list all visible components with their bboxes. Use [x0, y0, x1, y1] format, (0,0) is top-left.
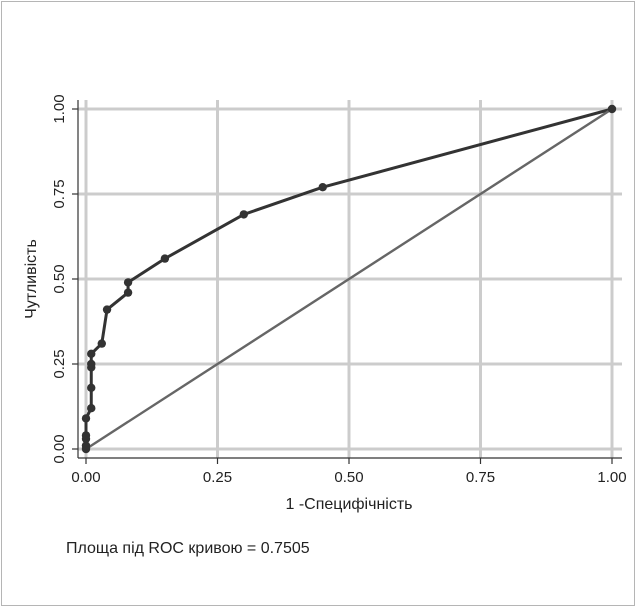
- y-tick-label: 0.75: [51, 179, 68, 208]
- x-axis-title: 1 -Специфічність: [286, 496, 413, 513]
- roc-data-point: [123, 278, 133, 287]
- roc-data-point: [160, 254, 170, 263]
- x-tick-label: 0.75: [466, 469, 495, 486]
- roc-data-point: [123, 288, 133, 297]
- x-tick-label: 1.00: [597, 469, 626, 486]
- grid-layer: [78, 100, 622, 458]
- roc-data-point: [87, 404, 96, 413]
- axis-layer: 0.000.00 0.25 0.25 0.50 0.50 0.75 0.75 1.00 1.00: [51, 94, 627, 486]
- roc-data-point: [607, 104, 617, 114]
- series-layer: [81, 104, 617, 454]
- y-axis-title: Чутливість: [23, 239, 40, 319]
- x-tick-label: 0.00: [71, 469, 100, 486]
- x-tick-label: 0.50: [334, 469, 363, 486]
- roc-data-point: [318, 183, 327, 192]
- roc-data-point: [81, 414, 91, 423]
- roc-data-point: [81, 431, 91, 440]
- roc-data-point: [239, 210, 248, 219]
- roc-data-point: [97, 339, 106, 348]
- x-tick-label: 0.25: [203, 469, 232, 486]
- roc-data-point: [81, 441, 91, 450]
- reference-diagonal-line: [85, 107, 613, 451]
- roc-data-point: [87, 383, 96, 392]
- y-tick-label: 0.25: [51, 349, 68, 378]
- auc-annotation: Площа під ROC кривою = 0.7505: [66, 540, 310, 557]
- y-tick-label: 0.50: [51, 264, 68, 293]
- roc-data-point: [87, 349, 96, 358]
- roc-data-point: [87, 359, 96, 369]
- y-tick-label: 0.00: [51, 434, 68, 463]
- roc-data-point: [102, 305, 112, 314]
- y-tick-label: 1.00: [51, 94, 68, 123]
